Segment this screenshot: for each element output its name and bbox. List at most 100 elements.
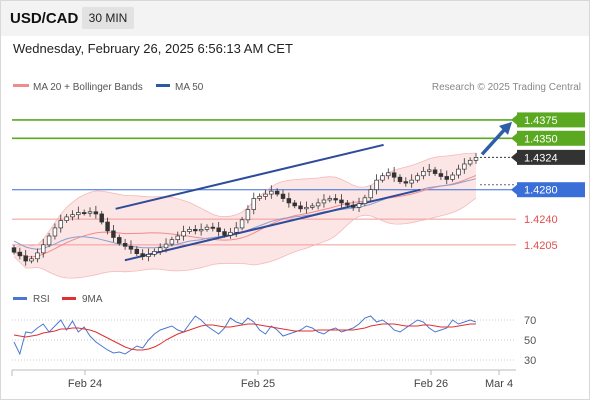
candle: [152, 248, 157, 257]
candle-body: [146, 254, 151, 257]
ma50-legend-swatch: [156, 84, 170, 87]
candle: [216, 222, 221, 237]
candle: [11, 244, 17, 255]
candle: [310, 202, 315, 210]
candle: [462, 158, 467, 174]
candle-body: [321, 199, 327, 204]
candle: [46, 233, 52, 248]
candle-body: [467, 159, 473, 165]
candle-body: [280, 193, 286, 199]
candle: [339, 194, 344, 208]
target-arrow: [480, 121, 512, 156]
candle-body: [315, 202, 321, 207]
candle-body: [298, 205, 303, 210]
resistance-level-label: 1.4350: [524, 133, 558, 145]
bollinger-legend-label: MA 20 + Bollinger Bands: [33, 82, 143, 93]
candle-body: [140, 253, 145, 257]
candle-body: [350, 204, 356, 208]
rsi-legend-label: RSI: [33, 294, 50, 305]
candle-body: [409, 179, 414, 184]
rsi-ma-line: [13, 323, 476, 351]
timeframe-badge[interactable]: 30 MIN: [82, 7, 134, 29]
candle-body: [456, 168, 461, 176]
rsi-tick-label: 30: [524, 355, 536, 367]
candle-body: [234, 227, 239, 233]
target-arrow-shaft: [480, 126, 508, 156]
rsi-line: [13, 315, 477, 356]
candle: [23, 249, 28, 266]
bollinger-band-fill: [14, 153, 476, 279]
support-level-label: 1.4240: [524, 214, 558, 226]
candle: [350, 200, 356, 211]
candle-body: [169, 239, 175, 245]
candle-body: [181, 231, 186, 237]
candle-body: [93, 211, 99, 215]
candle: [76, 206, 81, 220]
candle-body: [327, 198, 333, 201]
candle-body: [473, 157, 479, 161]
candle: [245, 205, 251, 224]
candle-body: [421, 170, 426, 177]
candle-body: [210, 226, 216, 229]
timestamp: Wednesday, February 26, 2025 6:56:13 AM …: [13, 41, 293, 56]
candle: [87, 207, 93, 217]
candle-body: [274, 190, 280, 195]
candle: [64, 213, 69, 223]
channel-upper-line: [115, 143, 384, 210]
candle: [99, 211, 104, 225]
candle: [304, 201, 309, 214]
candle: [274, 188, 280, 197]
candle: [321, 194, 327, 208]
candle: [473, 152, 479, 164]
candle-body: [432, 169, 438, 174]
candle: [356, 197, 362, 213]
candle: [327, 195, 333, 203]
candle: [122, 238, 128, 250]
candle: [204, 224, 210, 232]
candle: [29, 255, 34, 264]
candle: [415, 172, 420, 183]
bollinger-legend-swatch: [13, 84, 29, 87]
candle: [403, 177, 409, 187]
candle: [380, 172, 385, 183]
candle-body: [245, 209, 251, 221]
credit-label: Research © 2025 Trading Central: [432, 82, 581, 93]
pivot-label-box: [517, 182, 585, 198]
candle: [368, 185, 373, 202]
bollinger-band: [14, 153, 476, 279]
candle-body: [356, 203, 362, 208]
candle-body: [374, 179, 379, 191]
candle-body: [310, 205, 315, 208]
candle: [286, 192, 292, 208]
candle-body: [415, 175, 420, 181]
candle: [421, 166, 426, 180]
candle: [438, 169, 444, 181]
candle: [187, 226, 192, 234]
candle: [111, 224, 116, 243]
candle: [467, 157, 473, 167]
rsi-tick-label: 50: [524, 335, 536, 347]
candle-body: [362, 197, 368, 205]
candle: [146, 248, 151, 262]
candle: [374, 174, 379, 195]
rsi-ma-legend-swatch: [62, 297, 76, 300]
candle: [157, 243, 163, 255]
candle-body: [163, 243, 169, 249]
candle: [58, 214, 64, 233]
rsi-ma-legend-label: 9MA: [82, 294, 103, 305]
candle: [181, 225, 186, 241]
candle: [257, 193, 262, 201]
support-level-label: 1.4205: [524, 240, 558, 252]
candle: [175, 231, 180, 244]
candle: [169, 236, 175, 247]
bollinger-upper-line: [13, 152, 477, 249]
candle: [35, 248, 40, 263]
x-axis-tick-label: Feb 25: [241, 378, 275, 390]
candle: [134, 246, 140, 256]
candle-body: [257, 195, 262, 199]
bollinger-lower-line: [13, 197, 477, 279]
candle-body: [333, 198, 338, 201]
candle-body: [99, 213, 104, 223]
level-labels: 1.4375 1.4350 1.4324 1.4280 1.4240 1.4205: [511, 112, 585, 252]
